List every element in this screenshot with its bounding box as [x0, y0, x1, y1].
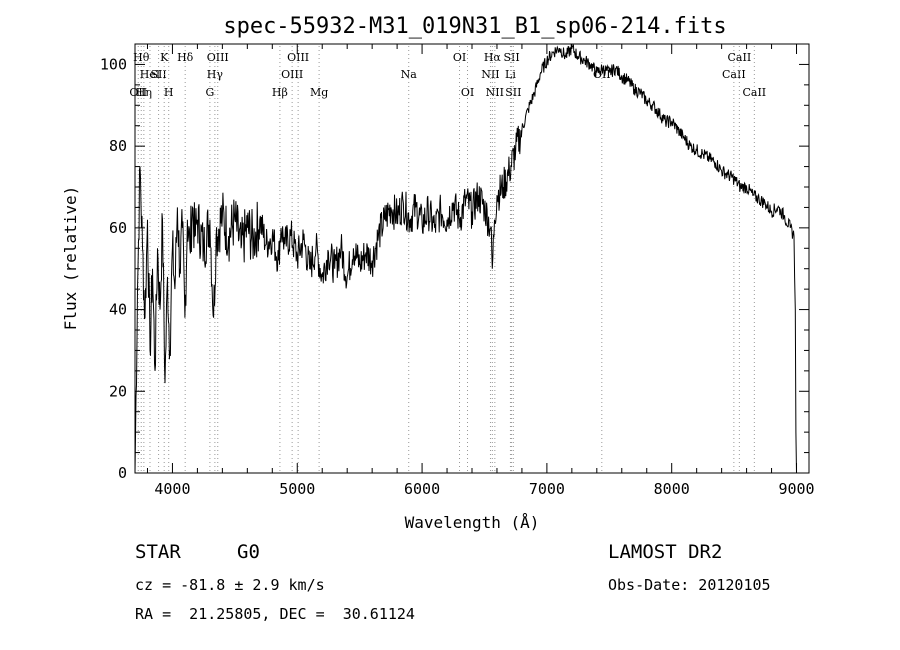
- line-marker-label: SII: [150, 68, 166, 81]
- line-marker-label: OIII: [287, 51, 309, 64]
- axis-ticks: 4000 5000 6000 7000 8000 9000 0 20 40 60 80 100: [100, 43, 815, 498]
- line-marker-label: Hβ: [272, 86, 288, 99]
- line-marker-label: Hγ: [207, 68, 224, 81]
- line-marker-label: OI: [453, 51, 466, 64]
- line-marker-label: Hα: [484, 51, 502, 64]
- line-marker-label: NII: [481, 68, 499, 81]
- y-tick-label: 100: [100, 55, 127, 73]
- line-marker-label: OIII: [281, 68, 303, 81]
- y-tick-label: 60: [109, 219, 127, 237]
- line-marker-label: G: [205, 86, 214, 99]
- subclass-label: G0: [237, 541, 260, 563]
- line-marker-label: Li: [505, 68, 516, 81]
- obs-date: Obs-Date: 20120105: [608, 576, 771, 594]
- coordinates: RA = 21.25805, DEC = 30.61124: [135, 605, 415, 623]
- class-label: STAR: [135, 541, 181, 563]
- line-marker-label: OII: [129, 86, 147, 99]
- chart-title: spec-55932-M31_019N31_B1_sp06-214.fits: [223, 14, 726, 39]
- line-marker-label: OI: [461, 86, 474, 99]
- line-marker-label: NII: [486, 86, 504, 99]
- line-marker-label: H: [164, 86, 174, 99]
- line-markers: OIIHθHηHeISIIKHHδGHγOIIIHβOIIIOIIIMgNaOI…: [129, 46, 766, 473]
- line-marker-label: CaII: [742, 86, 766, 99]
- line-marker-label: K: [160, 51, 169, 64]
- line-marker-label: HeI: [140, 68, 160, 81]
- y-tick-label: 40: [109, 301, 127, 319]
- x-tick-label: 6000: [404, 480, 440, 498]
- line-marker-label: CaII: [728, 51, 752, 64]
- survey-label: LAMOST DR2: [608, 541, 723, 563]
- redshift-velocity: cz = -81.8 ± 2.9 km/s: [135, 576, 325, 594]
- spectrum-series-line: [134, 43, 797, 474]
- plot-frame: [134, 43, 810, 474]
- x-axis-label: Wavelength (Å): [405, 513, 540, 532]
- line-marker-label: Na: [401, 68, 418, 81]
- line-marker-label: Hδ: [177, 51, 194, 64]
- x-tick-label: 9000: [778, 480, 814, 498]
- y-tick-label: 20: [109, 382, 127, 400]
- line-marker-label: Hθ: [133, 51, 150, 64]
- y-tick-label: 0: [118, 464, 127, 482]
- x-tick-label: 7000: [529, 480, 565, 498]
- line-marker-label: CaII: [722, 68, 746, 81]
- line-marker-label: SII: [505, 86, 521, 99]
- y-axis-label: Flux (relative): [61, 186, 80, 331]
- x-tick-label: 5000: [279, 480, 315, 498]
- x-tick-label: 4000: [154, 480, 190, 498]
- line-marker-label: Mg: [310, 86, 328, 99]
- line-marker-label: Hη: [136, 86, 152, 99]
- line-marker-label: SII: [503, 51, 519, 64]
- x-tick-label: 8000: [654, 480, 690, 498]
- y-tick-label: 80: [109, 137, 127, 155]
- line-marker-label: OIII: [207, 51, 229, 64]
